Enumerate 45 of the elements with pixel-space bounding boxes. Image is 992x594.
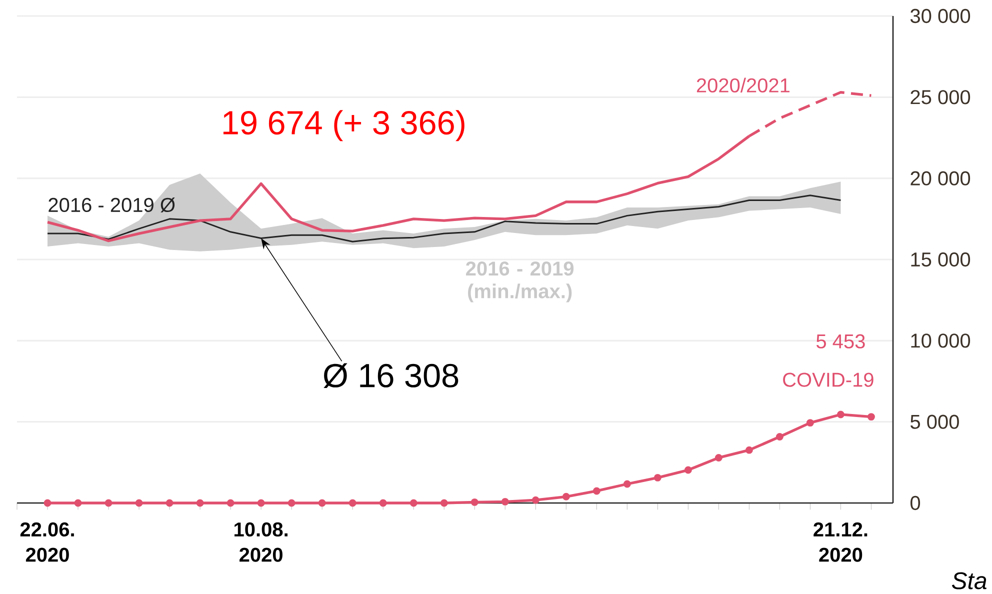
series-label: COVID-19	[783, 372, 874, 387]
point	[74, 499, 82, 507]
point	[592, 487, 600, 495]
point	[288, 499, 296, 507]
y-tick-label: 25 000	[910, 90, 970, 104]
y-tick-label: 5 000	[910, 414, 959, 429]
y-tick-label: 20 000	[910, 171, 970, 186]
point	[623, 480, 631, 488]
point	[196, 499, 204, 507]
point	[806, 419, 814, 427]
point	[562, 492, 570, 500]
point	[867, 413, 875, 421]
y-tick-label: 0	[910, 496, 920, 510]
point	[440, 499, 448, 507]
x-tick-label: 21.12. 2020	[814, 522, 868, 562]
data-label: 5 453	[816, 334, 865, 348]
x-tick-label: 22.06. 2020	[20, 522, 74, 562]
point	[257, 499, 265, 507]
point	[470, 498, 478, 506]
point	[776, 433, 784, 441]
series-label: 2020/2021	[696, 78, 790, 92]
point	[684, 466, 692, 474]
point	[104, 499, 112, 507]
y-tick-label: 15 000	[911, 252, 970, 267]
point	[44, 499, 52, 507]
x-tick-label: 10.08. 2020	[234, 522, 288, 562]
point	[166, 499, 174, 507]
point	[836, 410, 844, 418]
series-label: 2016 - 2019 Ø	[48, 198, 175, 212]
y-tick-label: 30 000	[910, 8, 970, 24]
point	[532, 496, 540, 504]
point	[348, 499, 356, 507]
point	[226, 499, 234, 507]
point	[714, 454, 722, 462]
point	[379, 499, 387, 507]
point	[318, 499, 326, 507]
point	[410, 499, 418, 507]
annotation: 19 674 (+ 3 366)	[223, 110, 464, 142]
point	[654, 474, 662, 482]
text: Sta	[952, 572, 986, 590]
point	[745, 446, 753, 454]
point	[135, 499, 143, 507]
y-tick-label: 10 000	[911, 334, 970, 348]
point	[501, 498, 509, 506]
annotation: Ø 16 308	[324, 363, 458, 388]
